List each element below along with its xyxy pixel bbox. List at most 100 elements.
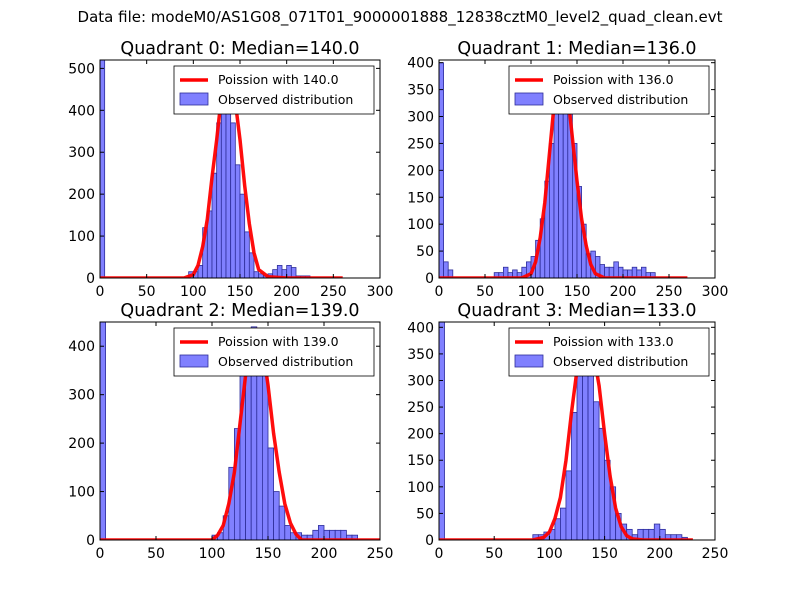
histogram-bar: [239, 193, 246, 278]
figure-suptitle: Data file: modeM0/AS1G08_071T01_90000018…: [77, 8, 723, 26]
legend-box: [508, 65, 710, 115]
legend-hist-swatch: [514, 92, 544, 106]
quadrant-3-plot-area: [439, 322, 693, 540]
histogram-bar: [211, 172, 218, 278]
quadrant-2-panel: 0 50 100 150 200 250 0 100 200 300 400 Quadrant 2: …: [68, 301, 393, 562]
legend-hist-swatch: [514, 354, 544, 368]
histogram-bar: [351, 534, 358, 540]
histogram-bar: [571, 411, 578, 540]
histogram-bar: [439, 322, 445, 540]
histogram-bar: [317, 525, 325, 540]
legend-hist-label: Observed distribution: [218, 354, 353, 369]
quadrant-0-panel: 0 50 100 150 200 250 300 0 100 200 300 400 500 Quadra…: [68, 39, 393, 300]
histogram-bar: [613, 261, 619, 278]
histogram-bar: [598, 427, 606, 540]
axes-frame: [438, 321, 716, 541]
legend-poisson-label: Poission with 140.0: [218, 72, 339, 87]
legend-hist-label: Observed distribution: [553, 354, 688, 369]
histogram-bar: [284, 525, 291, 540]
histogram-bar: [253, 271, 260, 278]
x-tick-label: 200: [610, 284, 637, 300]
quadrant-1-panel: 0 50 100 150 200 250 300 0 50 100 150 200 250 300 350 4…: [407, 39, 728, 300]
x-tick-label: 0: [435, 284, 444, 300]
histogram-bar: [286, 265, 292, 278]
y-tick-label: 300: [68, 145, 95, 161]
y-tick-label: 100: [68, 485, 95, 501]
histogram-bar: [273, 491, 280, 540]
x-tick-label: 150: [564, 284, 591, 300]
quadrant-title: Quadrant 1: Median=136.0: [457, 39, 696, 59]
x-tick-label: 100: [180, 284, 207, 300]
x-tick-label: 200: [646, 546, 673, 562]
y-tick-label: 300: [68, 388, 95, 404]
x-tick-label: 300: [702, 284, 729, 300]
x-tick-label: 0: [96, 284, 105, 300]
y-tick-label: 500: [68, 61, 95, 77]
x-tick-label: 50: [138, 284, 156, 300]
y-tick-label: 250: [407, 400, 434, 416]
histogram-bar: [100, 322, 106, 540]
y-tick-label: 400: [68, 339, 95, 355]
quadrant-3-panel: 0 50 100 150 200 250 0 50 100 150 200 250 300 350 400 Q…: [407, 301, 728, 562]
y-tick-label: 0: [86, 271, 95, 287]
x-tick-label: 250: [320, 284, 347, 300]
histogram-bar: [576, 353, 583, 540]
legend-hist-swatch: [179, 354, 209, 368]
y-tick-label: 300: [407, 110, 434, 126]
histogram-bar: [560, 507, 567, 540]
legend: Poission with 136.0 Observed distribution: [508, 65, 710, 115]
histogram-bar: [244, 231, 250, 278]
x-tick-label: 150: [591, 546, 618, 562]
histogram-bar: [553, 99, 559, 278]
histogram-bar: [443, 261, 449, 278]
y-tick-label: 100: [407, 217, 434, 233]
y-tick-label: 0: [86, 533, 95, 549]
histogram-bar: [230, 122, 236, 278]
quadrant-title: Quadrant 0: Median=140.0: [120, 39, 359, 59]
legend-box: [508, 327, 710, 377]
y-tick-label: 200: [407, 427, 434, 443]
legend-poisson-label: Poission with 139.0: [218, 334, 339, 349]
histogram-bar: [554, 518, 561, 540]
x-tick-label: 50: [147, 546, 165, 562]
histogram-bar: [565, 470, 572, 540]
histogram-bar: [248, 252, 255, 278]
y-tick-label: 150: [407, 453, 434, 469]
histogram-bar: [447, 269, 454, 278]
x-tick-label: 100: [199, 546, 226, 562]
y-tick-label: 400: [68, 103, 95, 119]
histogram-bar: [267, 447, 274, 540]
y-tick-label: 50: [416, 244, 434, 260]
y-tick-label: 400: [407, 320, 434, 336]
y-tick-label: 200: [407, 163, 434, 179]
histogram-bar: [562, 94, 569, 278]
histogram-bar: [587, 348, 594, 540]
x-tick-label: 50: [476, 284, 494, 300]
legend: Poission with 139.0 Observed distribution: [173, 327, 375, 377]
legend-poisson-label: Poission with 133.0: [553, 334, 674, 349]
x-tick-label: 0: [96, 546, 105, 562]
x-tick-label: 200: [311, 546, 338, 562]
y-tick-label: 50: [416, 506, 434, 522]
x-tick-label: 100: [518, 284, 545, 300]
x-tick-label: 250: [702, 546, 729, 562]
quadrant-0-plot-area: [100, 60, 343, 278]
x-tick-label: 100: [536, 546, 563, 562]
legend: Poission with 140.0 Observed distribution: [173, 65, 375, 115]
legend-hist-label: Observed distribution: [553, 92, 688, 107]
quadrant-title: Quadrant 2: Median=139.0: [120, 301, 359, 321]
legend-hist-label: Observed distribution: [218, 92, 353, 107]
legend-hist-swatch: [179, 92, 209, 106]
x-tick-label: 150: [227, 284, 254, 300]
histogram-bar: [593, 401, 600, 540]
x-tick-label: 0: [435, 546, 444, 562]
legend-box: [173, 327, 375, 377]
x-tick-label: 200: [273, 284, 300, 300]
y-tick-label: 400: [407, 56, 434, 72]
histogram-bar: [653, 523, 661, 540]
x-tick-label: 50: [485, 546, 503, 562]
axes-frame: [99, 321, 381, 541]
y-tick-label: 100: [68, 229, 95, 245]
y-tick-label: 100: [407, 480, 434, 496]
